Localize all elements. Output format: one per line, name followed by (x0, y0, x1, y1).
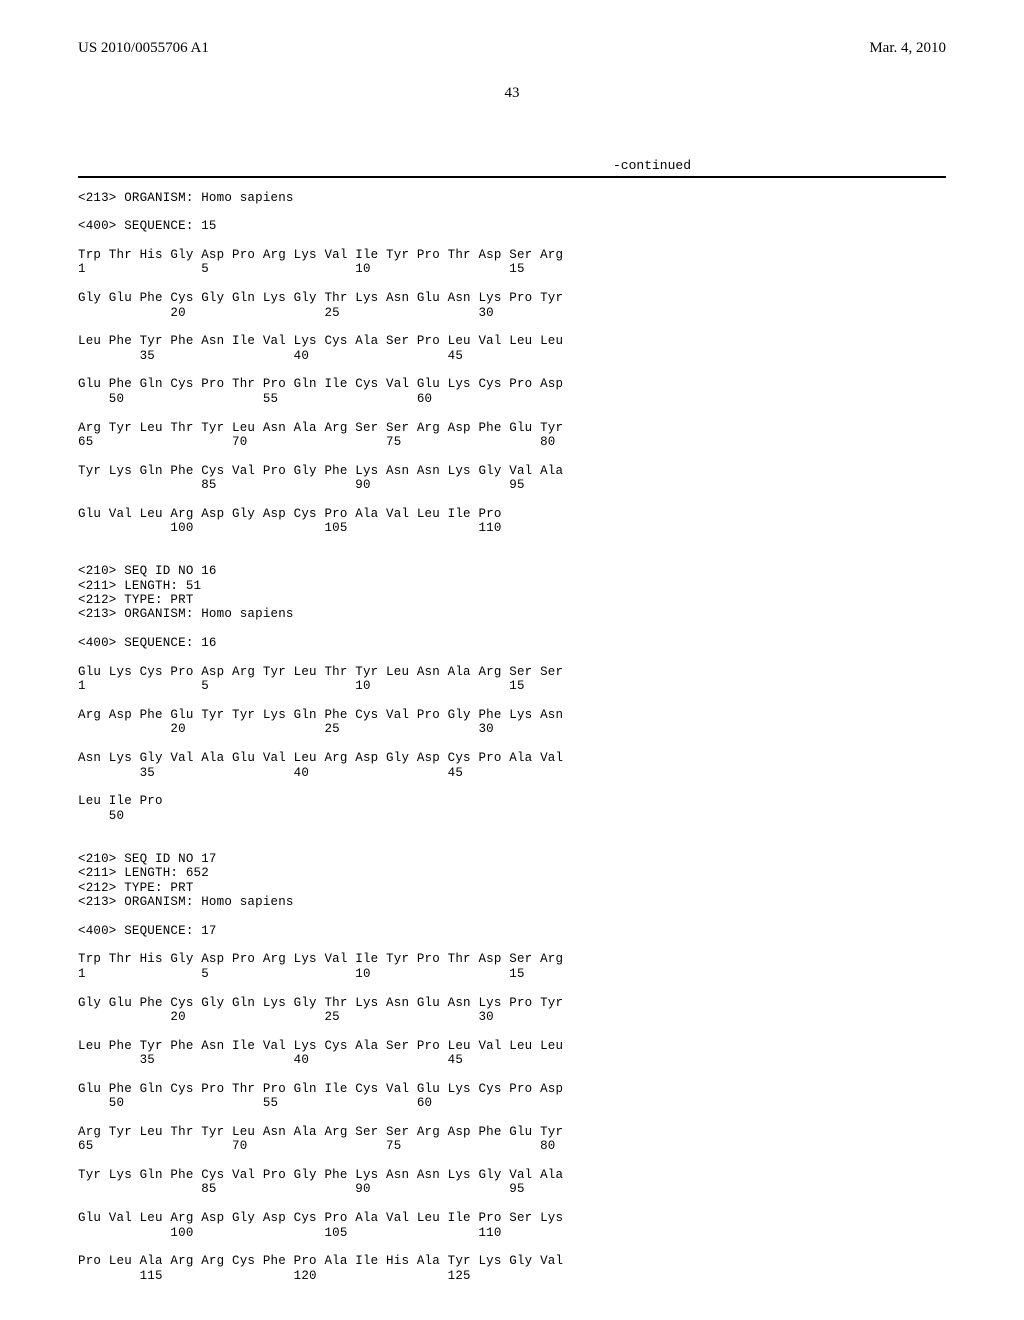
continued-label: -continued (78, 158, 946, 173)
publication-number: US 2010/0055706 A1 (78, 40, 209, 57)
sequence-listing: <213> ORGANISM: Homo sapiens <400> SEQUE… (78, 191, 946, 1284)
section-divider (78, 176, 946, 178)
publication-date: Mar. 4, 2010 (869, 40, 946, 57)
header-row: US 2010/0055706 A1 Mar. 4, 2010 (78, 40, 946, 57)
page-container: US 2010/0055706 A1 Mar. 4, 2010 43 -cont… (0, 0, 1024, 1320)
page-number: 43 (78, 85, 946, 102)
